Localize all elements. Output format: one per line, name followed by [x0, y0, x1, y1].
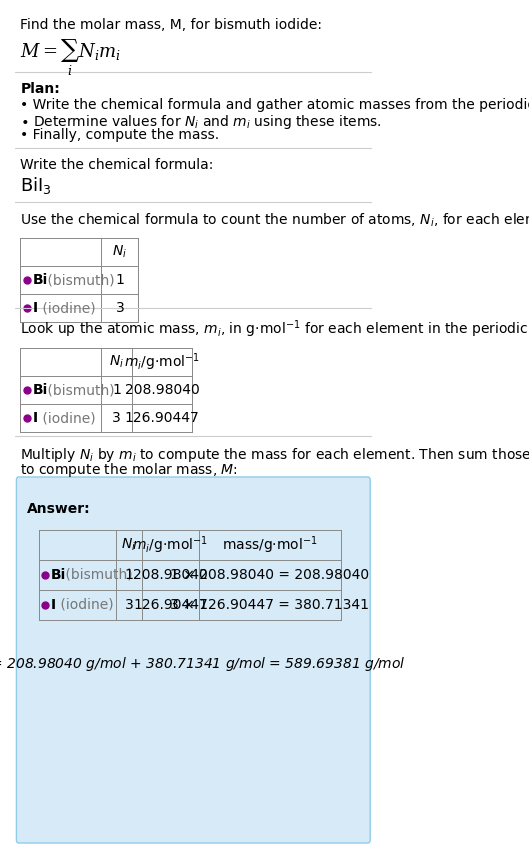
Text: Use the chemical formula to count the number of atoms, $N_i$, for each element:: Use the chemical formula to count the nu… [21, 212, 529, 229]
FancyBboxPatch shape [16, 477, 370, 843]
Text: 126.90447: 126.90447 [125, 411, 199, 425]
Text: $M$ = 208.98040 g/mol + 380.71341 g/mol = 589.69381 g/mol: $M$ = 208.98040 g/mol + 380.71341 g/mol … [0, 655, 405, 673]
Text: $M = \sum_i N_i m_i$: $M = \sum_i N_i m_i$ [21, 38, 122, 78]
Text: I: I [33, 301, 38, 315]
Text: • Finally, compute the mass.: • Finally, compute the mass. [21, 128, 220, 142]
Text: 126.90447: 126.90447 [133, 598, 208, 612]
Text: (iodine): (iodine) [38, 411, 95, 425]
Text: Bi: Bi [51, 568, 66, 582]
Text: $N_i$: $N_i$ [112, 244, 127, 260]
Text: 1: 1 [124, 568, 133, 582]
Text: Find the molar mass, M, for bismuth iodide:: Find the molar mass, M, for bismuth iodi… [21, 18, 323, 32]
Text: Bi: Bi [33, 383, 48, 397]
Text: $\bullet$ Determine values for $N_i$ and $m_i$ using these items.: $\bullet$ Determine values for $N_i$ and… [21, 113, 382, 131]
Text: (bismuth): (bismuth) [61, 568, 133, 582]
Text: 1 × 208.98040 = 208.98040: 1 × 208.98040 = 208.98040 [170, 568, 369, 582]
Text: 1: 1 [115, 273, 124, 287]
Text: Plan:: Plan: [21, 82, 60, 96]
Text: 3: 3 [112, 411, 121, 425]
Text: I: I [33, 411, 38, 425]
Text: Bi: Bi [33, 273, 48, 287]
Text: Answer:: Answer: [27, 502, 91, 516]
Text: 3: 3 [125, 598, 133, 612]
Text: BiI$_3$: BiI$_3$ [21, 175, 52, 196]
Text: $m_i$/g$\cdot$mol$^{-1}$: $m_i$/g$\cdot$mol$^{-1}$ [124, 351, 200, 373]
Text: (iodine): (iodine) [38, 301, 95, 315]
Text: 208.98040: 208.98040 [125, 383, 199, 397]
Text: • Write the chemical formula and gather atomic masses from the periodic table.: • Write the chemical formula and gather … [21, 98, 529, 112]
Text: Write the chemical formula:: Write the chemical formula: [21, 158, 214, 172]
Text: mass/g$\cdot$mol$^{-1}$: mass/g$\cdot$mol$^{-1}$ [222, 534, 318, 556]
Text: $m_i$/g$\cdot$mol$^{-1}$: $m_i$/g$\cdot$mol$^{-1}$ [132, 534, 208, 556]
Text: 3: 3 [115, 301, 124, 315]
Text: 1: 1 [112, 383, 121, 397]
Text: $N_i$: $N_i$ [122, 537, 136, 553]
Text: (bismuth): (bismuth) [43, 383, 114, 397]
Text: Look up the atomic mass, $m_i$, in g$\cdot$mol$^{-1}$ for each element in the pe: Look up the atomic mass, $m_i$, in g$\cd… [21, 318, 529, 340]
Text: (iodine): (iodine) [56, 598, 113, 612]
Text: Multiply $N_i$ by $m_i$ to compute the mass for each element. Then sum those val: Multiply $N_i$ by $m_i$ to compute the m… [21, 446, 529, 464]
Text: 3 × 126.90447 = 380.71341: 3 × 126.90447 = 380.71341 [170, 598, 369, 612]
Text: (bismuth): (bismuth) [43, 273, 114, 287]
Text: $N_i$: $N_i$ [109, 354, 124, 370]
Text: to compute the molar mass, $M$:: to compute the molar mass, $M$: [21, 461, 239, 479]
Text: 208.98040: 208.98040 [133, 568, 208, 582]
Text: I: I [51, 598, 56, 612]
